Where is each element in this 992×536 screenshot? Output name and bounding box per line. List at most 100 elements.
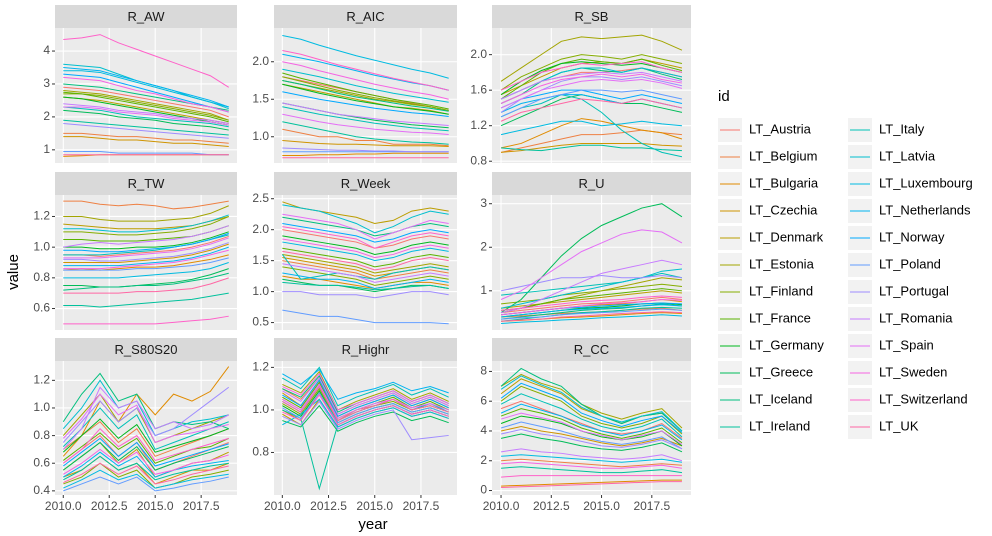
series-line bbox=[500, 415, 683, 447]
series-line bbox=[282, 83, 449, 115]
series-line bbox=[282, 404, 449, 432]
legend-label: LT_Ireland bbox=[749, 418, 810, 433]
series-line bbox=[282, 76, 449, 111]
series-line bbox=[500, 425, 683, 447]
series-line bbox=[500, 120, 682, 136]
series-line bbox=[500, 375, 683, 432]
legend-label: LT_Czechia bbox=[749, 202, 818, 217]
series-line bbox=[282, 140, 449, 147]
series-line bbox=[63, 96, 229, 126]
series-line bbox=[63, 237, 229, 259]
series-line bbox=[282, 281, 449, 291]
legend-title: id bbox=[718, 88, 730, 105]
series-line bbox=[282, 247, 449, 268]
series-line bbox=[282, 392, 449, 424]
series-line bbox=[62, 386, 229, 450]
y-tick-label: 0.8 bbox=[252, 445, 269, 459]
series-line bbox=[62, 434, 229, 471]
y-tick-label: 1.2 bbox=[470, 118, 487, 132]
series-line bbox=[500, 118, 683, 149]
series-line bbox=[63, 249, 229, 270]
series-line bbox=[282, 278, 449, 293]
series-line bbox=[282, 35, 449, 79]
legend-label: LT_Austria bbox=[749, 121, 812, 136]
y-tick-label: 1.2 bbox=[33, 209, 50, 223]
series-line bbox=[500, 428, 683, 450]
strip bbox=[492, 172, 691, 195]
y-tick-label: 2.0 bbox=[470, 47, 487, 61]
x-tick-label: 2015.0 bbox=[583, 499, 620, 513]
series-line bbox=[63, 232, 229, 253]
series-line bbox=[500, 393, 683, 438]
y-tick-label: 1.2 bbox=[252, 360, 269, 374]
y-tick-label: 2 bbox=[43, 109, 50, 123]
strip bbox=[55, 172, 237, 195]
series-line bbox=[63, 106, 229, 128]
series-line bbox=[501, 144, 682, 152]
series-line bbox=[63, 70, 229, 108]
series-line bbox=[500, 259, 683, 314]
x-tick-label: 2012.5 bbox=[533, 499, 570, 513]
series-line bbox=[282, 121, 449, 145]
series-line bbox=[63, 205, 229, 222]
series-line bbox=[500, 89, 683, 118]
series-line bbox=[282, 385, 449, 422]
series-line bbox=[282, 102, 449, 126]
series-line bbox=[63, 200, 229, 210]
series-line bbox=[63, 96, 229, 124]
series-line bbox=[282, 366, 449, 407]
series-line bbox=[500, 288, 683, 314]
strip bbox=[492, 5, 691, 28]
series-line bbox=[63, 315, 229, 325]
x-tick-label: 2010.0 bbox=[264, 499, 301, 513]
series-line bbox=[282, 379, 449, 417]
series-line bbox=[500, 89, 683, 109]
series-line bbox=[501, 481, 682, 489]
legend-label: LT_Belgium bbox=[749, 148, 817, 163]
series-line bbox=[282, 80, 449, 112]
legend-label: LT_Finland bbox=[749, 283, 813, 298]
legend-label: LT_Spain bbox=[879, 337, 934, 352]
y-tick-label: 1.5 bbox=[252, 253, 269, 267]
series-line bbox=[282, 275, 449, 290]
legend-label: LT_Netherlands bbox=[879, 202, 971, 217]
series-line bbox=[500, 272, 683, 296]
series-line bbox=[500, 229, 683, 300]
series-line bbox=[63, 132, 229, 144]
series-line bbox=[63, 277, 229, 294]
y-tick-label: 0.4 bbox=[33, 483, 50, 497]
series-line bbox=[282, 272, 449, 290]
series-line bbox=[282, 216, 449, 237]
legend-label: LT_Romania bbox=[879, 310, 953, 325]
series-line bbox=[62, 372, 229, 430]
series-line bbox=[500, 295, 682, 311]
series-line bbox=[62, 427, 229, 464]
strip bbox=[274, 172, 457, 195]
legend-label: LT_Greece bbox=[749, 364, 813, 379]
series-line bbox=[63, 150, 229, 156]
panel-background bbox=[492, 28, 691, 163]
series-line bbox=[501, 142, 682, 153]
legend-label: LT_Denmark bbox=[749, 229, 824, 244]
series-line bbox=[282, 250, 449, 271]
legend-label: LT_UK bbox=[879, 418, 919, 433]
y-tick-label: 0 bbox=[480, 483, 487, 497]
strip bbox=[492, 338, 691, 361]
series-line bbox=[282, 235, 449, 255]
legend-label: LT_Norway bbox=[879, 229, 945, 244]
series-line bbox=[63, 455, 229, 481]
legend-label: LT_Sweden bbox=[879, 364, 947, 379]
x-tick-label: 2017.5 bbox=[633, 499, 670, 513]
series-line bbox=[500, 73, 683, 104]
series-line bbox=[63, 476, 229, 492]
legend-label: LT_Italy bbox=[879, 121, 925, 136]
series-line bbox=[62, 421, 229, 457]
y-tick-label: 1.6 bbox=[470, 82, 487, 96]
panel-title: R_U bbox=[578, 176, 604, 191]
series-line bbox=[500, 408, 683, 444]
y-tick-label: 4 bbox=[43, 43, 50, 57]
y-tick-label: 0.5 bbox=[252, 315, 269, 329]
series-line bbox=[63, 268, 229, 288]
series-line bbox=[62, 393, 229, 444]
